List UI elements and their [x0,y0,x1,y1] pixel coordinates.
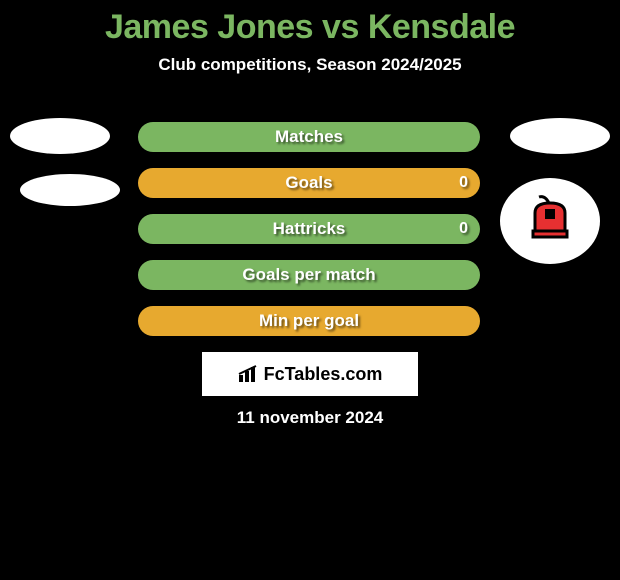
player1-avatar-top [10,118,110,154]
stat-label: Matches [275,127,343,147]
page-title: James Jones vs Kensdale [0,0,620,47]
stat-bar: Goals 0 [138,168,480,198]
title-player2: Kensdale [368,8,515,46]
date-label: 11 november 2024 [0,408,620,428]
stat-label: Hattricks [273,219,346,239]
stats-bars: Matches Goals 0 Hattricks 0 Goals per match Mi… [138,122,480,352]
club-crest-icon [515,189,585,253]
stat-bar: Hattricks 0 [138,214,480,244]
stat-right-value: 0 [459,174,468,192]
stat-label: Goals per match [242,265,375,285]
source-logo: FcTables.com [202,352,418,396]
subtitle: Club competitions, Season 2024/2025 [0,55,620,75]
stat-right-value: 0 [459,220,468,238]
source-logo-text: FcTables.com [238,364,383,385]
comparison-card: James Jones vs Kensdale Club competition… [0,0,620,580]
player2-avatar-top [510,118,610,154]
source-logo-label: FcTables.com [264,364,383,385]
stat-bar: Matches [138,122,480,152]
player1-avatar-bottom [20,174,120,206]
stat-label: Min per goal [259,311,359,331]
stat-label: Goals [285,173,332,193]
bars-icon [238,365,260,383]
stat-bar: Goals per match [138,260,480,290]
title-vs: vs [322,8,359,46]
stat-bar: Min per goal [138,306,480,336]
title-player1: James Jones [105,8,313,46]
player2-club-logo [500,178,600,264]
